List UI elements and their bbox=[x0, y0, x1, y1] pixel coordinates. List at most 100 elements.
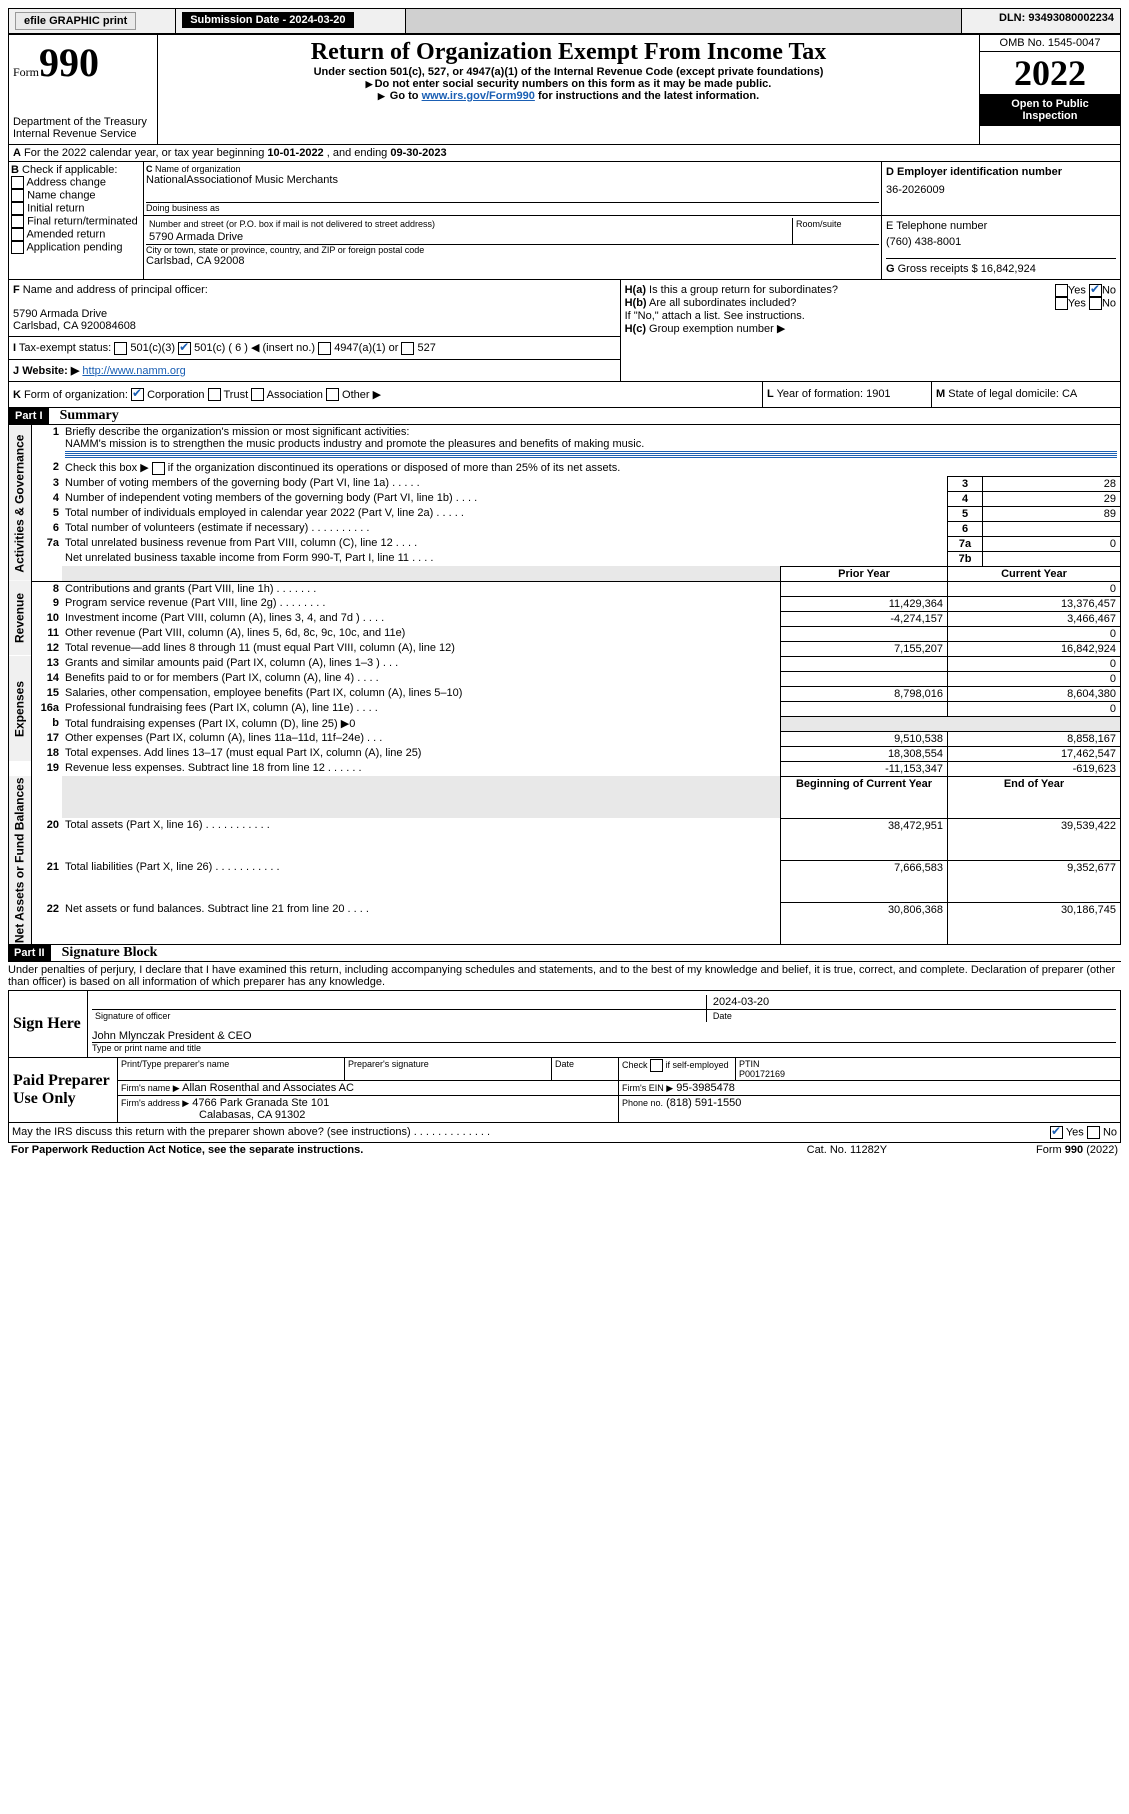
addr-change-checkbox[interactable] bbox=[11, 176, 24, 189]
discuss-no-checkbox[interactable] bbox=[1087, 1126, 1100, 1139]
part2-title: Signature Block bbox=[54, 945, 158, 960]
year-cell: OMB No. 1545-0047 2022 Open to Public In… bbox=[980, 35, 1121, 145]
firm-ein: 95-3985478 bbox=[676, 1082, 735, 1094]
table-row: 11Other revenue (Part VIII, column (A), … bbox=[9, 626, 1121, 641]
hb-no-checkbox[interactable] bbox=[1089, 297, 1102, 310]
box-e-g: E Telephone number (760) 438-8001 G Gros… bbox=[882, 216, 1121, 280]
ha-no-checkbox[interactable] bbox=[1089, 284, 1102, 297]
street-value: 5790 Armada Drive bbox=[146, 230, 793, 244]
sign-here-label: Sign Here bbox=[9, 990, 88, 1057]
form-number-cell: Form990 Department of the Treasury Inter… bbox=[9, 35, 158, 145]
box-h: H(a) Is this a group return for subordin… bbox=[620, 280, 1120, 381]
firm-name: Allan Rosenthal and Associates AC bbox=[182, 1082, 354, 1094]
form-header: Form990 Department of the Treasury Inter… bbox=[8, 34, 1121, 145]
name-change-checkbox[interactable] bbox=[11, 189, 24, 202]
irs-label: Internal Revenue Service bbox=[13, 128, 153, 140]
line2: Check this box ▶ if the organization dis… bbox=[62, 460, 1121, 476]
omb-label: OMB No. 1545-0047 bbox=[980, 35, 1120, 52]
main-title: Return of Organization Exempt From Incom… bbox=[162, 39, 975, 66]
footer: For Paperwork Reduction Act Notice, see … bbox=[8, 1143, 1121, 1157]
phone-value: (760) 438-8001 bbox=[886, 236, 1116, 248]
part1-title: Summary bbox=[52, 408, 119, 423]
website-value[interactable]: http://www.namm.org bbox=[82, 365, 185, 377]
table-row: bTotal fundraising expenses (Part IX, co… bbox=[9, 716, 1121, 731]
tax-period-row: A For the 2022 calendar year, or tax yea… bbox=[8, 145, 1121, 162]
box-c-address: Number and street (or P.O. box if mail i… bbox=[144, 216, 882, 280]
sign-here-table: Sign Here 2024-03-20 Signature of office… bbox=[8, 990, 1121, 1058]
box-d: D Employer identification number 36-2026… bbox=[882, 162, 1121, 216]
city-value: Carlsbad, CA 92008 bbox=[146, 255, 879, 267]
other-checkbox[interactable] bbox=[326, 388, 339, 401]
paid-preparer-label: Paid Preparer Use Only bbox=[9, 1058, 118, 1123]
501c3-checkbox[interactable] bbox=[114, 342, 127, 355]
final-return-checkbox[interactable] bbox=[11, 215, 24, 228]
table-row: 5Total number of individuals employed in… bbox=[9, 506, 1121, 521]
4947-checkbox[interactable] bbox=[318, 342, 331, 355]
title-cell: Return of Organization Exempt From Incom… bbox=[158, 35, 980, 145]
table-row: 12Total revenue—add lines 8 through 11 (… bbox=[9, 641, 1121, 656]
trust-checkbox[interactable] bbox=[208, 388, 221, 401]
initial-return-checkbox[interactable] bbox=[11, 202, 24, 215]
table-row: 10Investment income (Part VIII, column (… bbox=[9, 611, 1121, 626]
box-c-name: C Name of organization NationalAssociati… bbox=[144, 162, 882, 216]
discuss-row: May the IRS discuss this return with the… bbox=[8, 1123, 1121, 1143]
line1: Briefly describe the organization's miss… bbox=[62, 425, 1121, 461]
form-ref: Form 990 (2022) bbox=[937, 1143, 1121, 1157]
submission-date-cell: Submission Date - 2024-03-20 bbox=[176, 9, 405, 34]
paid-preparer-table: Paid Preparer Use Only Print/Type prepar… bbox=[8, 1058, 1121, 1123]
table-row: 14Benefits paid to or for members (Part … bbox=[9, 671, 1121, 686]
officer-name: John Mlynczak President & CEO bbox=[92, 1030, 1116, 1043]
box-k: K Form of organization: Corporation Trus… bbox=[9, 382, 763, 408]
info-section-2: F Name and address of principal officer:… bbox=[8, 280, 1121, 382]
top-bar-spacer bbox=[405, 9, 961, 34]
table-row: 3Number of voting members of the governi… bbox=[9, 476, 1121, 491]
assoc-checkbox[interactable] bbox=[251, 388, 264, 401]
box-l: L Year of formation: 1901 bbox=[763, 382, 932, 408]
irs-link[interactable]: www.irs.gov/Form990 bbox=[422, 90, 535, 102]
org-name: NationalAssociationof Music Merchants bbox=[146, 174, 879, 186]
sig-date: 2024-03-20 bbox=[706, 995, 1116, 1010]
table-row: 16aProfessional fundraising fees (Part I… bbox=[9, 701, 1121, 716]
netassets-label: Net Assets or Fund Balances bbox=[9, 776, 32, 944]
ptin-value: P00172169 bbox=[739, 1069, 785, 1079]
info-section-3: K Form of organization: Corporation Trus… bbox=[8, 382, 1121, 409]
preparer-phone: (818) 591-1550 bbox=[666, 1097, 741, 1109]
table-row: 18Total expenses. Add lines 13–17 (must … bbox=[9, 746, 1121, 761]
part1-table: Activities & Governance 1 Briefly descri… bbox=[8, 424, 1121, 945]
app-pending-checkbox[interactable] bbox=[11, 241, 24, 254]
governance-label: Activities & Governance bbox=[9, 425, 32, 582]
revenue-label: Revenue bbox=[9, 581, 32, 656]
box-b: B Check if applicable: Address change Na… bbox=[9, 162, 144, 280]
501c-checkbox[interactable] bbox=[178, 342, 191, 355]
part2-header: Part II bbox=[8, 945, 51, 961]
table-row: Net unrelated business taxable income fr… bbox=[9, 551, 1121, 566]
dln-cell: DLN: 93493080002234 bbox=[961, 9, 1120, 34]
self-emp-checkbox[interactable] bbox=[650, 1059, 663, 1072]
dept-label: Department of the Treasury bbox=[13, 116, 153, 128]
table-row: 19Revenue less expenses. Subtract line 1… bbox=[9, 761, 1121, 776]
box-f: F Name and address of principal officer:… bbox=[9, 280, 621, 337]
table-row: 4Number of independent voting members of… bbox=[9, 491, 1121, 506]
part2-header-row: Part II Signature Block bbox=[8, 945, 1121, 961]
top-bar: efile GRAPHIC print Submission Date - 20… bbox=[8, 8, 1121, 34]
amended-return-checkbox[interactable] bbox=[11, 228, 24, 241]
corp-checkbox[interactable] bbox=[131, 388, 144, 401]
gross-receipts: 16,842,924 bbox=[981, 263, 1036, 275]
ein-value: 36-2026009 bbox=[886, 184, 1116, 196]
efile-button[interactable]: efile GRAPHIC print bbox=[9, 9, 176, 34]
table-row: 21Total liabilities (Part X, line 26) . … bbox=[9, 860, 1121, 902]
mission-text: NAMM's mission is to strengthen the musi… bbox=[65, 438, 644, 450]
527-checkbox[interactable] bbox=[401, 342, 414, 355]
box-i: I Tax-exempt status: 501(c)(3) 501(c) ( … bbox=[9, 337, 621, 360]
discuss-yes-checkbox[interactable] bbox=[1050, 1126, 1063, 1139]
table-row: 22Net assets or fund balances. Subtract … bbox=[9, 902, 1121, 944]
ha-yes-checkbox[interactable] bbox=[1055, 284, 1068, 297]
box-j: J Website: ▶ http://www.namm.org bbox=[9, 359, 621, 381]
table-row: 17Other expenses (Part IX, column (A), l… bbox=[9, 731, 1121, 746]
cat-no: Cat. No. 11282Y bbox=[757, 1143, 938, 1157]
discontinued-checkbox[interactable] bbox=[152, 462, 165, 475]
table-row: 15Salaries, other compensation, employee… bbox=[9, 686, 1121, 701]
table-row: Prior YearCurrent Year bbox=[9, 566, 1121, 581]
hb-yes-checkbox[interactable] bbox=[1055, 297, 1068, 310]
box-m: M State of legal domicile: CA bbox=[932, 382, 1121, 408]
